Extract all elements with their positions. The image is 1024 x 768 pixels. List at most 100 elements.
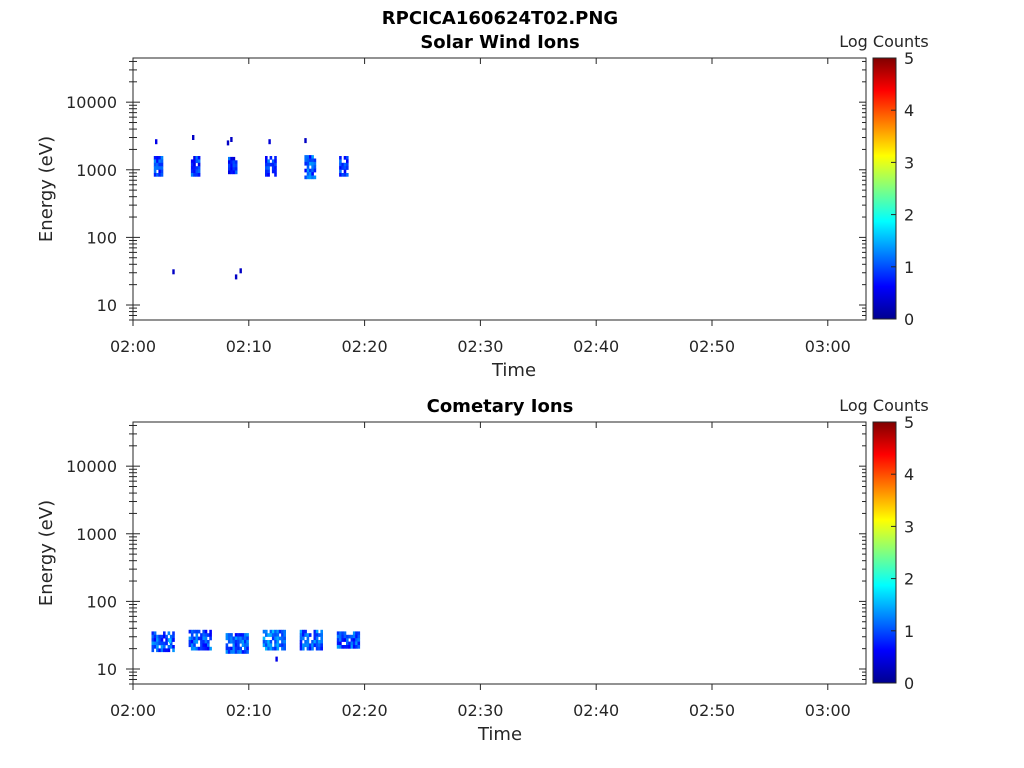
- heatmap-cell: [281, 640, 284, 644]
- heatmap-cell: [204, 629, 208, 634]
- heatmap-cell: [163, 641, 166, 646]
- heatmap-cell: [262, 643, 266, 648]
- heatmap-cluster: [339, 156, 349, 177]
- heatmap-cell: [230, 156, 233, 161]
- heatmap-cell: [262, 640, 266, 644]
- heatmap-point: [155, 139, 158, 145]
- heatmap-cell: [234, 633, 238, 637]
- heatmap-cell: [269, 633, 273, 637]
- heatmap-point: [239, 268, 242, 274]
- heatmap-cell: [318, 643, 321, 648]
- heatmap-cell: [230, 167, 233, 171]
- plot-area-cometary: [132, 421, 867, 685]
- heatmap-cell: [193, 159, 196, 164]
- x-tick-label: 02:30: [457, 701, 503, 720]
- heatmap-cell: [274, 646, 277, 651]
- heatmap-cell: [237, 650, 240, 654]
- heatmap-cell: [357, 645, 361, 649]
- heatmap-cell: [156, 645, 159, 649]
- heatmap-cell: [172, 631, 175, 636]
- heatmap-cell: [228, 160, 231, 164]
- x-tick-label: 02:00: [110, 701, 156, 720]
- heatmap-cell: [299, 640, 303, 644]
- heatmap-cell: [304, 175, 307, 180]
- heatmap-cell: [315, 629, 319, 634]
- heatmap-cell: [163, 648, 166, 653]
- heatmap-cell: [265, 156, 268, 160]
- heatmap-cell: [265, 646, 268, 651]
- heatmap-cell: [267, 159, 270, 164]
- heatmap-cell: [230, 633, 233, 637]
- heatmap-cell: [160, 648, 164, 653]
- heatmap-cell: [336, 638, 340, 642]
- heatmap-cell: [234, 639, 238, 644]
- heatmap-cell: [281, 633, 284, 637]
- heatmap-cell: [234, 646, 238, 651]
- heatmap-cell: [313, 158, 317, 163]
- heatmap-cell: [318, 633, 321, 637]
- heatmap-cell: [341, 638, 344, 642]
- heatmap-cell: [225, 650, 229, 654]
- heatmap-cell: [172, 648, 175, 653]
- heatmap-cell: [156, 173, 159, 177]
- heatmap-cell: [339, 162, 342, 167]
- heatmap-cell: [158, 156, 161, 160]
- heatmap-cell: [352, 638, 356, 642]
- heatmap-cell: [200, 646, 203, 651]
- heatmap-cell: [202, 646, 205, 651]
- heatmap-cell: [343, 169, 347, 174]
- chart-title-solar-wind: Solar Wind Ions: [420, 32, 579, 53]
- heatmap-cell: [320, 640, 323, 644]
- heatmap-cell: [283, 643, 286, 648]
- heatmap-cell: [281, 636, 284, 641]
- heatmap-cell: [302, 643, 305, 648]
- heatmap-cell: [315, 640, 319, 644]
- y-tick-label: 10000: [66, 457, 117, 476]
- heatmap-cell: [151, 641, 155, 646]
- heatmap-point: [168, 638, 172, 644]
- heatmap-cell: [244, 646, 247, 651]
- heatmap-cell: [232, 643, 236, 647]
- heatmap-cell: [311, 168, 314, 173]
- heatmap-cell: [158, 166, 161, 170]
- heatmap-cell: [265, 173, 268, 177]
- heatmap-cell: [239, 650, 242, 654]
- heatmap-cell: [346, 166, 349, 170]
- colorbar-tick-label: 5: [904, 49, 914, 68]
- heatmap-cell: [346, 645, 349, 649]
- heatmap-cell: [246, 633, 249, 637]
- heatmap-cell: [195, 633, 199, 637]
- heatmap-cell: [153, 159, 157, 164]
- heatmap-cluster: [188, 629, 212, 651]
- heatmap-cell: [232, 156, 236, 161]
- heatmap-cell: [158, 638, 161, 642]
- heatmap-cell: [232, 167, 236, 171]
- heatmap-cell: [271, 159, 275, 164]
- y-axis-solar-wind: 10 100 1000 10000: [66, 60, 866, 321]
- heatmap-cell: [283, 646, 286, 651]
- heatmap-cell: [276, 646, 280, 651]
- heatmap-cluster: [262, 629, 286, 651]
- heatmap-cell: [309, 172, 312, 176]
- heatmap-cell: [160, 166, 164, 170]
- heatmap-cell: [267, 643, 270, 648]
- heatmap-cell: [197, 646, 201, 651]
- heatmap-cell: [158, 169, 161, 174]
- heatmap-cell: [151, 648, 155, 653]
- heatmap-cell: [269, 646, 273, 651]
- heatmap-cell: [320, 636, 323, 641]
- heatmap-cell: [153, 162, 157, 167]
- heatmap-cell: [311, 640, 314, 644]
- heatmap-cell: [355, 638, 358, 642]
- heatmap-cell: [165, 638, 168, 642]
- y-tick-label: 10000: [66, 93, 117, 112]
- heatmap-cell: [239, 639, 242, 644]
- heatmap-cell: [156, 648, 159, 653]
- heatmap-cell: [339, 159, 342, 164]
- heatmap-cell: [346, 159, 349, 164]
- heatmap-cell: [197, 169, 201, 174]
- heatmap-cell: [309, 168, 312, 173]
- heatmap-cell: [197, 162, 201, 167]
- heatmap-cell: [197, 636, 201, 641]
- heatmap-cell: [306, 161, 310, 166]
